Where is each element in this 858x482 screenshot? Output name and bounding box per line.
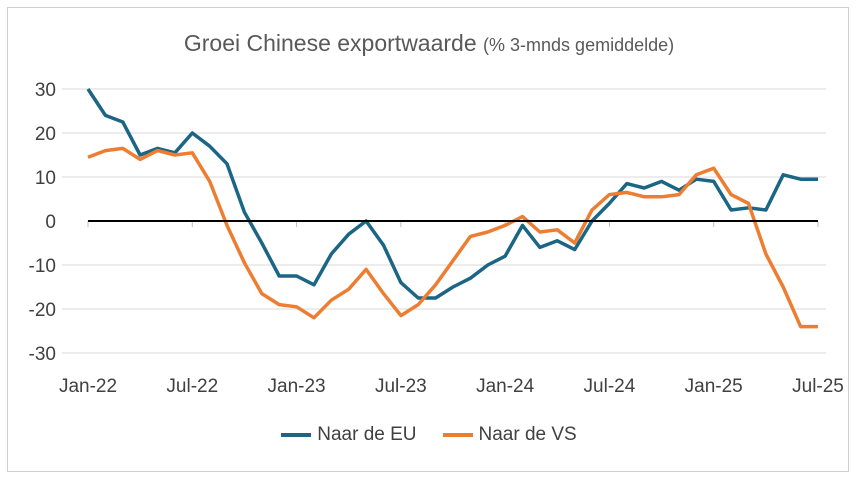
x-tick-label: Jan-22: [59, 376, 117, 397]
legend-swatch-eu: [281, 433, 312, 437]
legend-swatch-vs: [442, 433, 473, 437]
subtitle-text: (% 3-mnds gemiddelde): [483, 35, 675, 55]
y-tick-label: -20: [29, 300, 56, 321]
y-tick-label: 10: [35, 168, 56, 189]
x-tick-label: Jul-22: [166, 376, 218, 397]
x-tick-label: Jul-25: [792, 376, 844, 397]
x-tick-label: Jan-24: [476, 376, 535, 397]
legend-label-vs: Naar de VS: [478, 424, 577, 445]
title-text: Groei Chinese exportwaarde: [183, 30, 477, 56]
x-tick-label: Jan-23: [268, 376, 326, 397]
series-line-eu: [86, 88, 818, 300]
chart-frame: [7, 7, 849, 472]
x-tick-label: Jan-25: [685, 376, 743, 397]
y-tick-label: 30: [35, 80, 56, 101]
y-tick-label: 0: [45, 212, 56, 233]
y-tick-label: -10: [29, 256, 56, 277]
legend-item-eu: Naar de EU: [281, 424, 417, 446]
legend: Naar de EU Naar de VS: [0, 424, 858, 446]
chart-title: Groei Chinese exportwaarde (% 3-mnds gem…: [0, 30, 858, 57]
x-tick-label: Jul-23: [375, 376, 427, 397]
legend-item-vs: Naar de VS: [442, 424, 577, 446]
x-tick-label: Jul-24: [584, 376, 636, 397]
y-tick-label: 20: [35, 124, 56, 145]
y-tick-label: -30: [29, 344, 56, 365]
legend-label-eu: Naar de EU: [317, 424, 417, 445]
series-line-vs: [87, 146, 818, 329]
